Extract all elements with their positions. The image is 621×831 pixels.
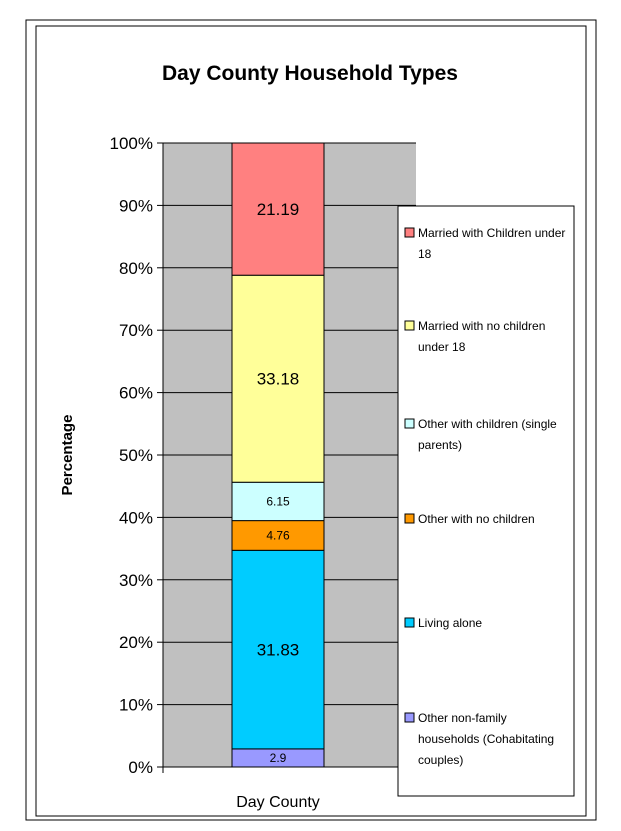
legend-label: Other with children (single: [418, 417, 557, 431]
legend-box: [397, 205, 575, 797]
data-label: 6.15: [266, 494, 290, 508]
data-label: 21.19: [257, 200, 300, 219]
bar-segment: [231, 142, 325, 276]
y-tick-label: 70%: [119, 321, 153, 340]
legend-label: under 18: [418, 340, 466, 354]
y-tick-label: 10%: [119, 696, 153, 715]
data-label: 4.76: [266, 528, 290, 542]
legend-swatch: [404, 418, 415, 429]
y-tick-label: 60%: [119, 384, 153, 403]
legend-swatch: [404, 320, 415, 331]
bar-segment: [231, 481, 325, 522]
bar-segment: [231, 520, 325, 551]
legend-label: Living alone: [418, 616, 482, 630]
y-axis-ticks: 0% 10% 20% 30% 40% 50% 60% 70% 80% 90% 100%: [110, 134, 163, 777]
y-tick-label: 90%: [119, 196, 153, 215]
data-labels: 2.9 31.83 4.76 6.15 33.18 21.19: [257, 200, 300, 765]
legend-label: Married with Children under: [418, 226, 565, 240]
legend-label: Other with no children: [418, 512, 535, 526]
y-tick-label: 100%: [110, 134, 153, 153]
bar-segment: [231, 549, 325, 750]
y-axis-label: Percentage: [59, 415, 76, 496]
y-tick-label: 80%: [119, 259, 153, 278]
legend-swatch: [404, 617, 415, 628]
y-tick-label: 50%: [119, 446, 153, 465]
legend-swatch: [404, 712, 415, 723]
legend-label: households (Cohabitating: [418, 732, 554, 746]
y-tick-label: 20%: [119, 633, 153, 652]
legend-label: 18: [418, 247, 432, 261]
y-tick-label: 40%: [119, 508, 153, 527]
legend-label: couples): [418, 753, 463, 767]
chart-title: Day County Household Types: [162, 62, 458, 85]
y-tick-label: 30%: [119, 571, 153, 590]
legend-label: Married with no children: [418, 319, 545, 333]
x-category-label: Day County: [236, 794, 320, 811]
legend-label: Other non-family: [418, 711, 507, 725]
y-tick-label: 0%: [128, 758, 153, 777]
bar-segments: [231, 142, 325, 768]
data-label: 31.83: [257, 641, 300, 660]
legend-label: parents): [418, 438, 462, 452]
legend-swatch: [404, 227, 415, 238]
data-label: 2.9: [270, 751, 287, 765]
bar-segment: [231, 274, 325, 483]
data-label: 33.18: [257, 370, 300, 389]
legend: Married with Children under 18 Married wit…: [404, 226, 565, 767]
legend-swatch: [404, 513, 415, 524]
